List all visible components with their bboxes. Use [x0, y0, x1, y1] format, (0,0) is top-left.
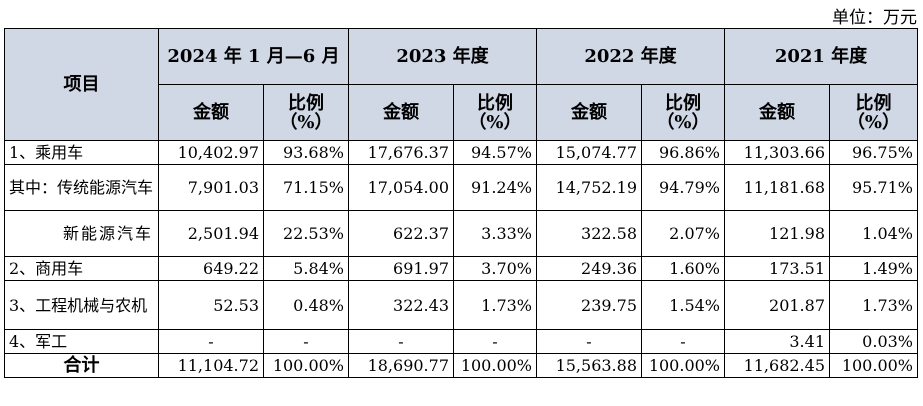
ratio-cell: 1.49%: [829, 256, 918, 281]
ratio-cell: 22.53%: [263, 210, 349, 257]
header-ratio: 比例（%）: [453, 84, 537, 141]
amount-cell: 2,501.94: [158, 210, 264, 257]
table-row: 合计 11,104.72 100.00% 18,690.77 100.00% 15,563…: [4, 353, 918, 378]
unit-label: 单位：万元: [832, 8, 917, 28]
header-period: 2022 年度: [536, 28, 725, 85]
ratio-cell: 2.07%: [641, 210, 725, 257]
ratio-cell: -: [641, 329, 725, 354]
ratio-cell: 0.03%: [829, 329, 918, 354]
ratio-cell: 1.60%: [641, 256, 725, 281]
ratio-cell: 3.33%: [453, 210, 537, 257]
ratio-cell: 1.73%: [453, 280, 537, 330]
header-amount: 金额: [536, 84, 642, 141]
header-period: 2024 年 1 月—6 月: [158, 28, 349, 85]
amount-cell: 3.41: [724, 329, 830, 354]
header-ratio: 比例（%）: [263, 84, 349, 141]
amount-cell: 11,682.45: [724, 353, 830, 378]
table-row: 4、军工 - - - - - -3.41 0.03%: [4, 329, 918, 354]
amount-cell: -: [536, 329, 642, 354]
row-item-label: 4、军工: [4, 329, 159, 354]
table-row: 新能源汽车 2,501.94 22.53% 622.37 3.33% 322.58 2.07…: [4, 210, 918, 257]
amount-cell: 121.98: [724, 210, 830, 257]
amount-cell: 15,074.77: [536, 140, 642, 165]
amount-cell: 52.53: [158, 280, 264, 330]
amount-cell: 7,901.03: [158, 164, 264, 211]
amount-cell: 201.87: [724, 280, 830, 330]
amount-cell: 17,054.00: [348, 164, 454, 211]
ratio-cell: 1.73%: [829, 280, 918, 330]
header-ratio: 比例（%）: [641, 84, 725, 141]
table-row: 3、工程机械与农机 52.53 0.48% 322.43 1.73% 239.75 1.54…: [4, 280, 918, 330]
ratio-cell: 1.04%: [829, 210, 918, 257]
amount-cell: 173.51: [724, 256, 830, 281]
table-row: 其中：传统能源汽车 7,901.03 71.15% 17,054.00 91.24% 14…: [4, 164, 918, 211]
header-amount: 金额: [724, 84, 830, 141]
ratio-cell: 91.24%: [453, 164, 537, 211]
ratio-cell: 3.70%: [453, 256, 537, 281]
amount-cell: 322.58: [536, 210, 642, 257]
ratio-cell: 94.57%: [453, 140, 537, 165]
row-item-label: 3、工程机械与农机: [4, 280, 159, 330]
amount-cell: 249.36: [536, 256, 642, 281]
row-item-label: 其中：传统能源汽车: [4, 164, 159, 211]
row-item-label: 2、商用车: [4, 256, 159, 281]
header-item: 项目: [4, 28, 159, 141]
amount-cell: 11,181.68: [724, 164, 830, 211]
amount-cell: 649.22: [158, 256, 264, 281]
ratio-cell: 96.86%: [641, 140, 725, 165]
ratio-cell: 95.71%: [829, 164, 918, 211]
ratio-cell: 0.48%: [263, 280, 349, 330]
row-item-label: 合计: [4, 353, 159, 378]
amount-cell: 17,676.37: [348, 140, 454, 165]
ratio-cell: 1.54%: [641, 280, 725, 330]
amount-cell: 691.97: [348, 256, 454, 281]
header-ratio: 比例（%）: [829, 84, 918, 141]
revenue-table: 项目 2024 年 1 月—6 月 2023 年度 2022 年度 2021 年…: [4, 28, 918, 378]
header-amount: 金额: [158, 84, 264, 141]
ratio-cell: 5.84%: [263, 256, 349, 281]
amount-cell: -: [348, 329, 454, 354]
amount-cell: 18,690.77: [348, 353, 454, 378]
table-row: 2、商用车 649.22 5.84% 691.97 3.70% 249.36 1.60% 17…: [4, 256, 918, 281]
amount-cell: -: [158, 329, 264, 354]
ratio-cell: 94.79%: [641, 164, 725, 211]
ratio-cell: -: [453, 329, 537, 354]
ratio-cell: 100.00%: [641, 353, 725, 378]
table-row: 1、乘用车 10,402.97 93.68% 17,676.37 94.57% 15,07…: [4, 140, 918, 165]
ratio-cell: 93.68%: [263, 140, 349, 165]
amount-cell: 622.37: [348, 210, 454, 257]
amount-cell: 11,104.72: [158, 353, 264, 378]
header-row-columns: 金额 比例（%） 金额 比例（%） 金额 比例（%） 金额 比例（%）: [5, 84, 918, 141]
ratio-cell: 71.15%: [263, 164, 349, 211]
amount-cell: 11,303.66: [724, 140, 830, 165]
row-item-label: 新能源汽车: [4, 210, 159, 257]
ratio-cell: 96.75%: [829, 140, 918, 165]
ratio-cell: 100.00%: [829, 353, 918, 378]
ratio-cell: 100.00%: [453, 353, 537, 378]
header-period: 2021 年度: [724, 28, 918, 85]
amount-cell: 10,402.97: [158, 140, 264, 165]
header-row-periods: 项目 2024 年 1 月—6 月 2023 年度 2022 年度 2021 年…: [4, 28, 918, 141]
amount-cell: 15,563.88: [536, 353, 642, 378]
ratio-cell: 100.00%: [263, 353, 349, 378]
row-item-label: 1、乘用车: [4, 140, 159, 165]
amount-cell: 322.43: [348, 280, 454, 330]
header-amount: 金额: [348, 84, 454, 141]
header-period: 2023 年度: [348, 28, 537, 85]
ratio-cell: -: [263, 329, 349, 354]
amount-cell: 239.75: [536, 280, 642, 330]
amount-cell: 14,752.19: [536, 164, 642, 211]
